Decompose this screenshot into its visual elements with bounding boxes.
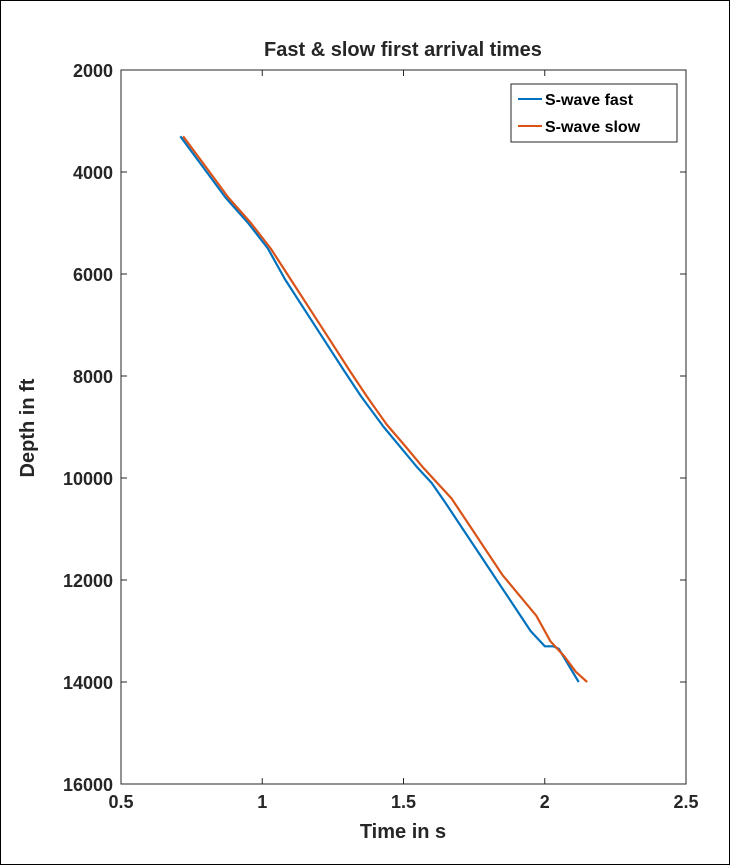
legend-label-slow: S-wave slow — [545, 119, 641, 136]
x-axis-ticks: 0.5 1 1.5 2 2.5 — [108, 70, 699, 812]
x-tick-label: 1 — [257, 792, 267, 812]
x-tick-label: 0.5 — [108, 792, 133, 812]
x-tick-label: 2 — [540, 792, 550, 812]
y-tick-label: 12000 — [63, 571, 113, 591]
legend-label-fast: S-wave fast — [545, 92, 634, 109]
y-tick-label: 14000 — [63, 673, 113, 693]
legend: S-wave fast S-wave slow — [510, 83, 678, 143]
series-line-slow — [182, 135, 588, 683]
x-tick-label: 1.5 — [391, 792, 416, 812]
y-axis-ticks: 2000 4000 6000 8000 10000 12000 14000 16000 — [63, 61, 686, 795]
y-tick-label: 4000 — [73, 163, 113, 183]
y-tick-label: 2000 — [73, 61, 113, 81]
chart-title: Fast & slow first arrival times — [264, 39, 542, 61]
series-layer — [179, 135, 588, 683]
y-tick-label: 8000 — [73, 367, 113, 387]
series-line-fast — [179, 135, 580, 683]
plot-area — [120, 69, 687, 785]
y-tick-label: 6000 — [73, 265, 113, 285]
y-axis-label: Depth in ft — [17, 378, 39, 477]
x-tick-label: 2.5 — [673, 792, 698, 812]
legend-box — [510, 83, 678, 143]
y-tick-label: 16000 — [63, 775, 113, 795]
x-axis-label: Time in s — [360, 821, 446, 843]
y-tick-label: 10000 — [63, 469, 113, 489]
